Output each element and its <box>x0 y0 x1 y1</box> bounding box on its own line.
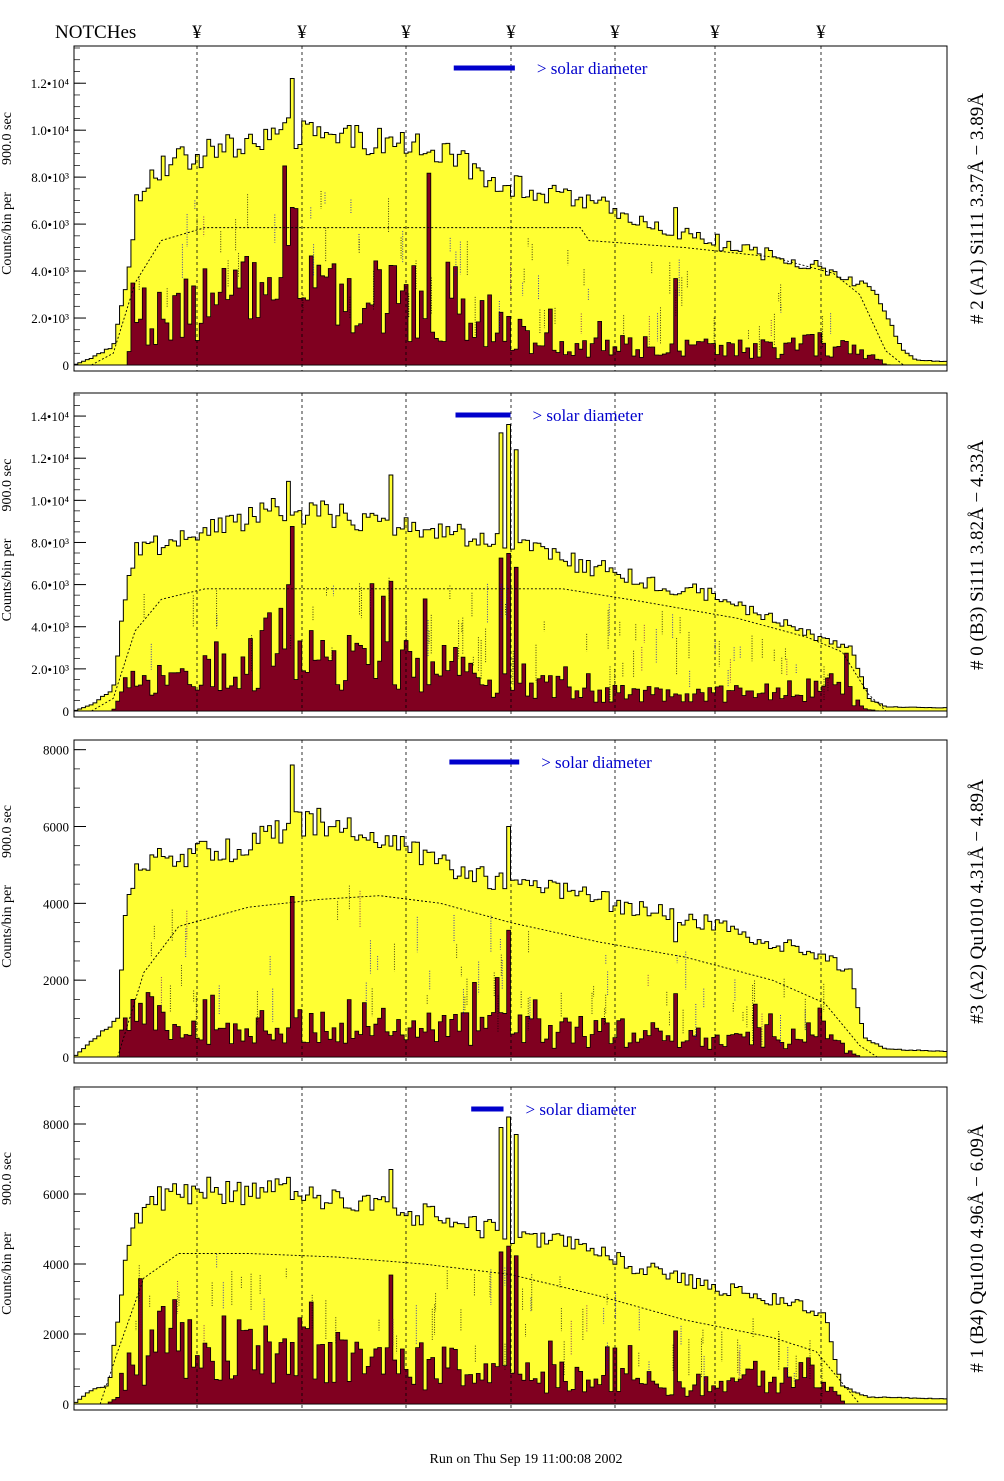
y-tick-label: 1.2•10⁴ <box>31 451 70 466</box>
y-tick-label: 4000 <box>43 896 69 911</box>
notch-marks: ¥ ¥ ¥ ¥ ¥ ¥ ¥ <box>192 22 826 43</box>
y-tick-label: 2.0•10³ <box>31 311 69 326</box>
model-curve <box>117 895 878 1058</box>
y-tick-label: 4.0•10³ <box>31 264 69 279</box>
legend-text: > solar diameter <box>526 1100 637 1119</box>
y-tick-label: 1.4•10⁴ <box>31 409 70 424</box>
y-axis-time-label: 900.0 sec <box>0 112 15 165</box>
y-tick-label: 1.0•10⁴ <box>31 493 70 508</box>
legend-text: > solar diameter <box>537 59 648 78</box>
y-axis-label: Counts/bin per <box>0 885 15 968</box>
notch-symbol: ¥ <box>610 22 620 43</box>
sub-counts-histogram <box>74 526 947 712</box>
y-tick-label: 2000 <box>43 1327 69 1342</box>
panel-4: 0 2000 4000 6000 8000 Counts/bin per 900.0 sec… <box>0 1086 988 1412</box>
notch-symbol: ¥ <box>401 22 411 43</box>
notches-label: NOTCHes <box>55 22 136 43</box>
y-axis-time-label: 900.0 sec <box>0 1152 15 1205</box>
panel-1: 0 2.0•10³ 4.0•10³ 6.0•10³ 8.0•10³ 1.0•10⁴ 1.2•… <box>0 45 988 373</box>
panel-title: # 1 (B4) Qu1010 4.96Å − 6.09Å <box>967 1124 988 1372</box>
y-tick-label: 8.0•10³ <box>31 170 69 185</box>
y-tick-label: 6000 <box>43 1187 69 1202</box>
legend-text: > solar diameter <box>541 753 652 772</box>
notch-symbol: ¥ <box>710 22 720 43</box>
y-tick-label: 0 <box>63 358 70 373</box>
panel-title: #3 (A2) Qu1010 4.31Å − 4.89Å <box>967 779 988 1024</box>
sub-counts-histogram <box>74 896 947 1058</box>
notch-symbol: ¥ <box>816 22 826 43</box>
y-tick-label: 6000 <box>43 820 69 835</box>
notch-symbol: ¥ <box>192 22 202 43</box>
model-curve <box>91 227 904 366</box>
y-tick-label: 4000 <box>43 1257 69 1272</box>
y-tick-label: 6.0•10³ <box>31 217 69 232</box>
y-axis-time-label: 900.0 sec <box>0 459 15 512</box>
y-tick-label: 8.0•10³ <box>31 535 69 550</box>
y-tick-label: 8000 <box>43 743 69 758</box>
y-tick-label: 4.0•10³ <box>31 620 69 635</box>
sub-counts-histogram <box>74 165 947 366</box>
model-curve <box>91 588 887 712</box>
y-tick-label: 0 <box>63 1050 70 1065</box>
run-timestamp: Run on Thu Sep 19 11:00:08 2002 <box>430 1452 623 1467</box>
y-axis-label: Counts/bin per <box>0 538 15 621</box>
y-tick-label: 1.2•10⁴ <box>31 76 70 91</box>
y-tick-label: 0 <box>63 704 70 719</box>
notch-symbol: ¥ <box>506 22 516 43</box>
y-tick-label: 0 <box>63 1397 70 1412</box>
panel-title: # 0 (B3) Si111 3.82Å − 4.33Å <box>967 440 988 670</box>
y-axis-label: Counts/bin per <box>0 192 15 275</box>
y-tick-label: 1.0•10⁴ <box>31 123 70 138</box>
y-tick-label: 6.0•10³ <box>31 578 69 593</box>
panel-2: 0 2.0•10³ 4.0•10³ 6.0•10³ 8.0•10³ 1.0•10⁴ 1.2•… <box>0 392 988 719</box>
sub-counts-histogram <box>74 1245 947 1405</box>
y-axis-label: Counts/bin per <box>0 1232 15 1315</box>
y-tick-label: 2000 <box>43 973 69 988</box>
y-tick-label: 2.0•10³ <box>31 662 69 677</box>
y-tick-label: 8000 <box>43 1117 69 1132</box>
panels: 0 2.0•10³ 4.0•10³ 6.0•10³ 8.0•10³ 1.0•10⁴ 1.2•… <box>0 45 988 1412</box>
legend-text: > solar diameter <box>533 406 644 425</box>
notch-symbol: ¥ <box>297 22 307 43</box>
panel-3: 0 2000 4000 6000 8000 Counts/bin per 900.0 sec… <box>0 739 988 1065</box>
model-curve <box>99 1253 861 1405</box>
panel-title: # 2 (A1) Si111 3.37Å − 3.89Å <box>967 93 988 324</box>
y-axis-time-label: 900.0 sec <box>0 805 15 858</box>
